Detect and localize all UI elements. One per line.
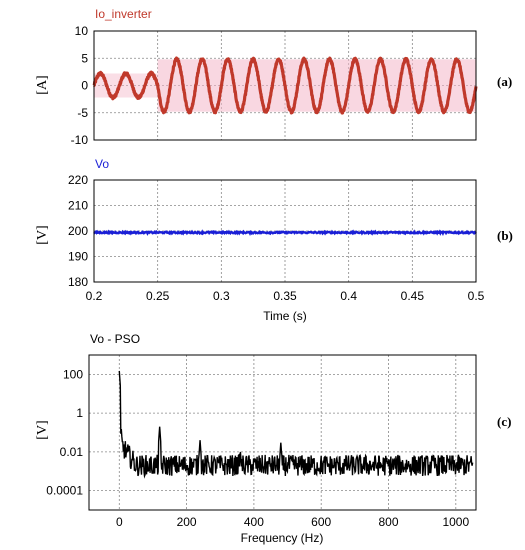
- panel-b-y-ticks: 220 210 200 190 180: [68, 173, 88, 289]
- panel-a-y-axis-label: [A]: [35, 75, 50, 94]
- panel-c-grid: [89, 355, 476, 510]
- panel-c-x-tick-label: 800: [378, 515, 398, 529]
- panel-c-y-tick-label: 0.01: [60, 445, 84, 459]
- panel-b-x-tick-label: 0.5: [468, 289, 485, 303]
- panel-a-frame: [93, 30, 477, 141]
- panel-c-x-tick-label: 600: [311, 515, 331, 529]
- panel-c-x-ticks: 0 200 400 600 800 1000: [116, 515, 470, 529]
- panel-c-plot-area: [118, 370, 474, 479]
- panel-b-y-tick-label: 190: [68, 250, 88, 264]
- panel-b-y-tick-label: 220: [68, 173, 88, 187]
- panel-b-x-tick-label: 0.2: [86, 289, 103, 303]
- panel-a-y-ticks: 10 5 0 -5 -10: [71, 24, 89, 147]
- panel-a-y-tick-label: 0: [81, 79, 88, 93]
- panel-b-x-tick-label: 0.45: [401, 289, 425, 303]
- panel-c-y-tick-label: 0.0001: [46, 484, 83, 498]
- panel-c-frame: [88, 354, 477, 511]
- panel-b-y-axis-label: [V]: [35, 225, 50, 244]
- panel-c-x-tick-label: 0: [116, 515, 123, 529]
- panel-b-x-tick-label: 0.35: [273, 289, 297, 303]
- panel-c-y-axis-label: [V]: [35, 420, 50, 439]
- panel-a-series-title: Io_inverter: [95, 7, 152, 21]
- panel-a-series-line: [92, 56, 478, 115]
- panel-c-x-axis-label: Frequency (Hz): [241, 531, 324, 545]
- panel-b-x-axis-label: Time (s): [263, 309, 307, 323]
- panel-b-series-line: [93, 229, 477, 237]
- panel-b-x-tick-label: 0.25: [146, 289, 170, 303]
- panel-c-vo-pso-spectrum-chart: Vo - PSO 100 1 0.01 0.0001 0 200 400 600 800 100…: [35, 332, 511, 545]
- panel-b-tag: (b): [497, 228, 513, 243]
- panel-a-tag: (a): [497, 74, 512, 89]
- panel-b-vo-chart: Vo 220 210 200 190 180 0.2 0.25 0.3 0.35 0.4 0.45…: [35, 157, 513, 323]
- panel-b-x-ticks: 0.2 0.25 0.3 0.35 0.4 0.45 0.5: [86, 289, 485, 303]
- panel-a-plot-area: [92, 56, 478, 115]
- panel-a-y-tick-label: 10: [75, 24, 89, 38]
- panel-b-frame: [93, 179, 477, 283]
- panel-b-y-tick-label: 180: [68, 275, 88, 289]
- panel-a-y-tick-label: 5: [81, 51, 88, 65]
- panel-b-grid: [94, 180, 476, 282]
- panel-c-x-tick-label: 1000: [442, 515, 469, 529]
- panel-b-plot-area: [93, 229, 477, 237]
- panel-b-y-tick-label: 210: [68, 199, 88, 213]
- panel-a-y-tick-label: -5: [77, 106, 88, 120]
- panel-c-x-tick-label: 200: [177, 515, 197, 529]
- panel-c-x-tick-label: 400: [244, 515, 264, 529]
- panel-c-series-line: [118, 370, 474, 479]
- panel-c-series-title: Vo - PSO: [90, 332, 140, 346]
- panel-a-y-tick-label: -10: [71, 133, 89, 147]
- panel-c-y-tick-label: 100: [63, 367, 83, 381]
- panel-c-tag: (c): [497, 414, 511, 429]
- panel-c-y-tick-label: 1: [76, 406, 83, 420]
- panel-b-x-tick-label: 0.4: [340, 289, 357, 303]
- panel-b-y-tick-label: 200: [68, 224, 88, 238]
- panel-c-y-ticks: 100 1 0.01 0.0001: [46, 367, 83, 497]
- panel-b-x-tick-label: 0.3: [213, 289, 230, 303]
- panel-b-series-title: Vo: [95, 157, 109, 171]
- panel-a-io-inverter-chart: Io_inverter 10 5 0 -5 -10 [A] (a): [35, 7, 512, 147]
